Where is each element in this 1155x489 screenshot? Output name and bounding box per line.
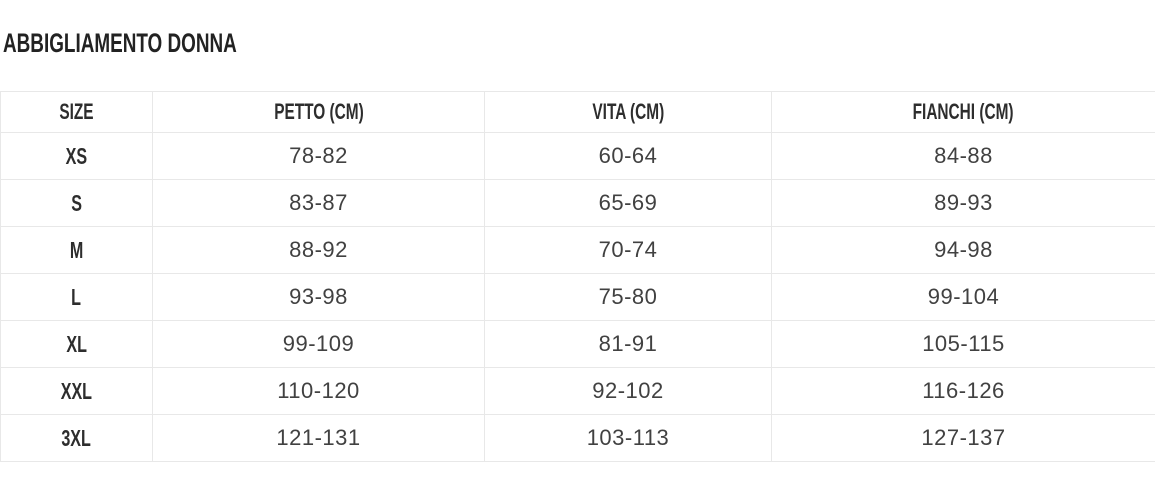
page-title: ABBIGLIAMENTO DONNA xyxy=(3,28,237,58)
fianchi-value: 84-88 xyxy=(771,132,1155,180)
size-label: L xyxy=(0,273,153,321)
table-row-3xl: 3XL 121-131 103-113 127-137 xyxy=(0,414,1155,462)
fianchi-value: 105-115 xyxy=(771,320,1155,368)
fianchi-value: 89-93 xyxy=(771,179,1155,227)
petto-value: 88-92 xyxy=(152,226,485,274)
size-chart-table: SIZE PETTO (CM) VITA (CM) FIANCHI (CM) X… xyxy=(0,91,1155,462)
fianchi-value: 99-104 xyxy=(771,273,1155,321)
column-header-vita: VITA (CM) xyxy=(484,91,772,133)
size-label: XS xyxy=(0,132,153,180)
vita-value: 103-113 xyxy=(484,414,772,462)
table-row-xs: XS 78-82 60-64 84-88 xyxy=(0,132,1155,180)
petto-value: 83-87 xyxy=(152,179,485,227)
size-label: S xyxy=(0,179,153,227)
vita-value: 65-69 xyxy=(484,179,772,227)
column-header-size: SIZE xyxy=(0,91,153,133)
fianchi-value: 127-137 xyxy=(771,414,1155,462)
petto-value: 78-82 xyxy=(152,132,485,180)
fianchi-value: 94-98 xyxy=(771,226,1155,274)
size-label: M xyxy=(0,226,153,274)
size-label: 3XL xyxy=(0,414,153,462)
vita-value: 81-91 xyxy=(484,320,772,368)
petto-value: 121-131 xyxy=(152,414,485,462)
table-row-l: L 93-98 75-80 99-104 xyxy=(0,273,1155,321)
vita-value: 75-80 xyxy=(484,273,772,321)
table-row-xxl: XXL 110-120 92-102 116-126 xyxy=(0,367,1155,415)
fianchi-value: 116-126 xyxy=(771,367,1155,415)
petto-value: 93-98 xyxy=(152,273,485,321)
column-header-petto: PETTO (CM) xyxy=(152,91,485,133)
petto-value: 110-120 xyxy=(152,367,485,415)
petto-value: 99-109 xyxy=(152,320,485,368)
vita-value: 60-64 xyxy=(484,132,772,180)
size-label: XL xyxy=(0,320,153,368)
table-row-m: M 88-92 70-74 94-98 xyxy=(0,226,1155,274)
table-header-row: SIZE PETTO (CM) VITA (CM) FIANCHI (CM) xyxy=(0,91,1155,133)
vita-value: 92-102 xyxy=(484,367,772,415)
size-label: XXL xyxy=(0,367,153,415)
column-header-fianchi: FIANCHI (CM) xyxy=(771,91,1155,133)
table-row-xl: XL 99-109 81-91 105-115 xyxy=(0,320,1155,368)
vita-value: 70-74 xyxy=(484,226,772,274)
table-row-s: S 83-87 65-69 89-93 xyxy=(0,179,1155,227)
